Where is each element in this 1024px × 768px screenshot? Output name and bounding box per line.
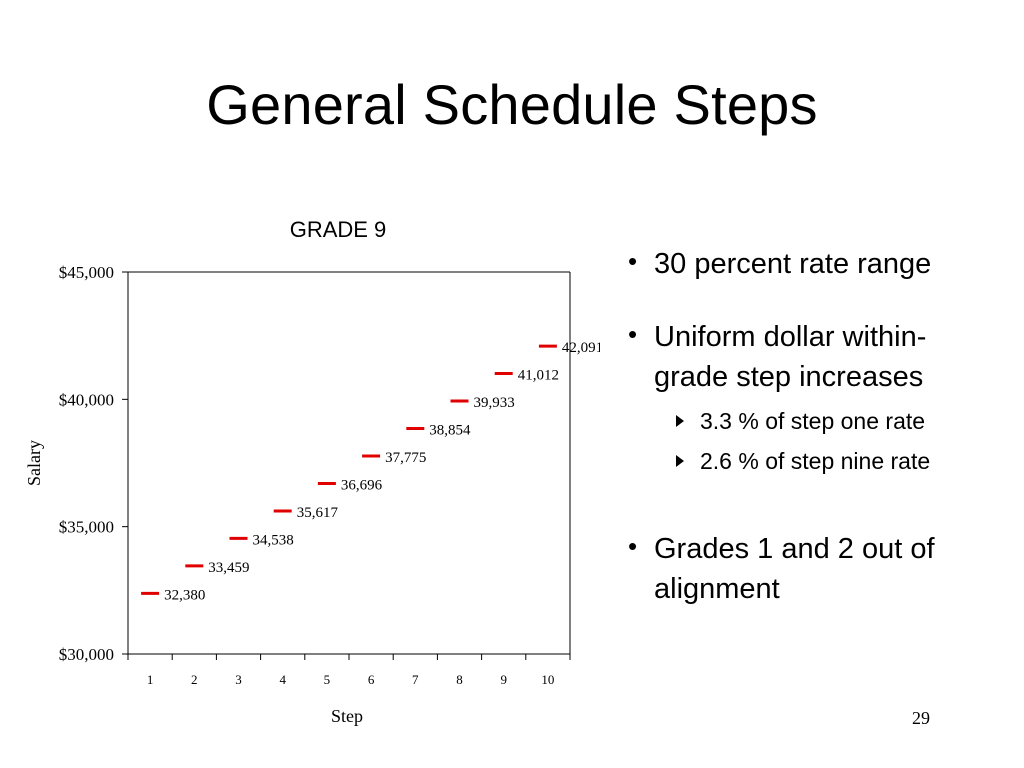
x-tick-label: 3 xyxy=(235,672,242,687)
x-tick-label: 10 xyxy=(541,672,554,687)
x-tick-label: 9 xyxy=(500,672,507,687)
sub-bullet-item: 3.3 % of step one rate xyxy=(626,401,1006,441)
chart-container: GRADE 9 $30,000 $35,000 $40,000 $45,000 1 2 3 4 5… xyxy=(0,200,600,740)
x-tick-label: 1 xyxy=(147,672,154,687)
bullet-text-line: Grades 1 and 2 out of xyxy=(654,533,935,565)
triangle-bullet-icon xyxy=(676,455,684,467)
y-tick-label: $35,000 xyxy=(59,518,114,537)
bullet-list: • 30 percent rate range • Uniform dollar… xyxy=(626,244,1006,609)
y-tick-label: $30,000 xyxy=(59,645,114,664)
x-tick-label: 8 xyxy=(456,672,463,687)
y-tick-label: $40,000 xyxy=(59,390,114,409)
data-label: 34,538 xyxy=(253,532,294,548)
bullet-item: • Uniform dollar within- grade step incr… xyxy=(626,317,1006,397)
data-label: 42,091 xyxy=(562,340,600,356)
sub-bullet-text: 3.3 % of step one rate xyxy=(700,408,926,434)
sub-bullet-item: 2.6 % of step nine rate xyxy=(626,441,1006,481)
bullet-text-line: grade step increases xyxy=(654,361,924,393)
bullet-text: 30 percent rate range xyxy=(654,248,932,280)
x-tick-label: 6 xyxy=(368,672,375,687)
x-tick-label: 2 xyxy=(191,672,198,687)
bullet-item: • Grades 1 and 2 out of alignment xyxy=(626,529,1006,609)
data-label: 32,380 xyxy=(164,587,205,603)
bullet-dot-icon: • xyxy=(628,531,638,561)
data-label: 37,775 xyxy=(385,450,426,466)
bullet-text-line: Uniform dollar within- xyxy=(654,321,927,353)
sub-bullet-list: 3.3 % of step one rate 2.6 % of step nin… xyxy=(626,401,1006,481)
slide-title: General Schedule Steps xyxy=(206,73,818,136)
data-label: 35,617 xyxy=(297,505,339,521)
x-axis-label: Step xyxy=(331,706,363,726)
triangle-bullet-icon xyxy=(676,415,684,427)
x-tick-label: 5 xyxy=(324,672,331,687)
chart-title: GRADE 9 xyxy=(290,217,387,242)
data-label: 36,696 xyxy=(341,477,383,493)
data-label: 39,933 xyxy=(474,395,515,411)
x-tick-label: 4 xyxy=(279,672,286,687)
salary-step-chart: GRADE 9 $30,000 $35,000 $40,000 $45,000 1 2 3 4 5… xyxy=(24,217,600,726)
y-axis-label: Salary xyxy=(24,440,44,486)
data-label: 41,012 xyxy=(518,368,559,384)
bullet-item: • 30 percent rate range xyxy=(626,244,1006,284)
page-number: 29 xyxy=(912,708,930,728)
bullet-dot-icon: • xyxy=(628,319,638,349)
data-label: 33,459 xyxy=(208,560,249,576)
bullet-dot-icon: • xyxy=(628,246,638,276)
x-tick-label: 7 xyxy=(412,672,419,687)
sub-bullet-text: 2.6 % of step nine rate xyxy=(700,448,931,474)
data-label: 38,854 xyxy=(429,423,471,439)
bullet-text-line: alignment xyxy=(654,573,780,605)
y-tick-label: $45,000 xyxy=(59,263,114,282)
